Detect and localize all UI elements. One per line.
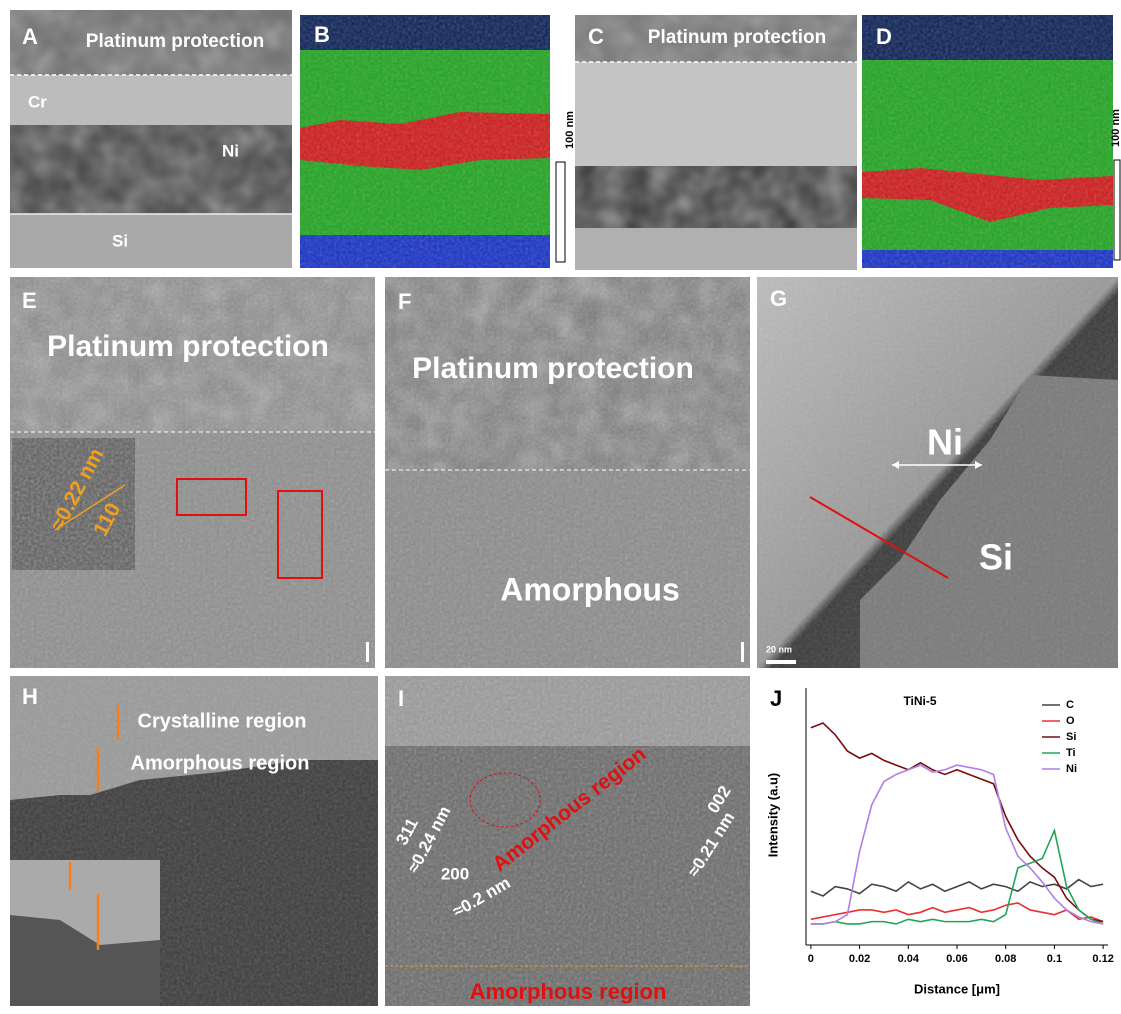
scale-label: 20 nm — [766, 644, 792, 654]
x-tick-label: 0.08 — [995, 953, 1016, 965]
y-axis-title: Intensity (a.u) — [765, 773, 780, 858]
scale-label: 100 nm — [1110, 109, 1121, 147]
panel-label: F — [398, 289, 411, 314]
x-tick-label: 0.02 — [849, 953, 870, 965]
layer-label: Si — [979, 537, 1013, 578]
x-tick-label: 0.12 — [1092, 953, 1113, 965]
chart-title: TiNi-5 — [903, 694, 936, 708]
layer-label: Platinum protection — [86, 31, 264, 52]
plane-label: 200 — [441, 864, 469, 883]
figure: A Platinum protection Cr Ni Si 100 nm B … — [0, 0, 1121, 1009]
legend-label: O — [1066, 715, 1075, 727]
panel-label: G — [770, 286, 787, 311]
x-axis-title: Distance [μm] — [914, 981, 1000, 996]
layer-label: Platinum protection — [648, 27, 826, 48]
panel-label: C — [588, 24, 604, 49]
layer-label: Ni — [927, 422, 963, 463]
panel-f: F Platinum protection Amorphous — [385, 277, 750, 668]
x-tick-label: 0.04 — [898, 953, 920, 965]
panel-i: I 311 ≈0.24 nm 200 ≈0.2 nm Amorphous reg… — [385, 676, 750, 1006]
panel-label: D — [876, 24, 892, 49]
legend-label: C — [1066, 699, 1074, 711]
layer-label: Ni — [222, 141, 239, 160]
layer-label: Platinum protection — [47, 330, 329, 363]
panel-h: H Crystalline region Amorphous region — [10, 676, 378, 1006]
line-chart: J TiNi-5 Distance [μm] Intensity (a.u) 0… — [765, 686, 1113, 997]
series-line — [811, 765, 1103, 924]
panel-label: B — [314, 22, 330, 47]
x-tick-label: 0.06 — [946, 953, 967, 965]
legend-label: Ni — [1066, 763, 1077, 775]
layer-label: Platinum protection — [412, 352, 694, 385]
region-label: Amorphous region — [131, 752, 310, 774]
panel-a: A Platinum protection Cr Ni Si — [10, 10, 292, 268]
x-tick-label: 0.1 — [1047, 953, 1062, 965]
scale-label: 100 nm — [564, 111, 576, 149]
panel-label: I — [398, 686, 404, 711]
panel-label: E — [22, 288, 37, 313]
panel-d: 100 nm D — [862, 15, 1121, 268]
panel-label: J — [770, 686, 782, 711]
panel-c: C Platinum protection — [575, 15, 857, 270]
region-label: Amorphous — [500, 571, 680, 607]
region-label: Crystalline region — [138, 710, 307, 732]
layer-label: Cr — [28, 92, 47, 111]
series-line — [811, 903, 1103, 922]
legend-label: Ti — [1066, 747, 1076, 759]
panel-b: 100 nm B — [300, 15, 576, 268]
panel-g: 20 nm G Ni Si — [757, 277, 1118, 668]
legend-label: Si — [1066, 731, 1076, 743]
layer-label: Si — [112, 231, 128, 250]
x-tick-label: 0 — [808, 953, 814, 965]
panel-e: ≈0.22 nm 110 E Platinum protection — [10, 277, 375, 668]
series-line — [811, 880, 1103, 896]
region-label: Amorphous region — [470, 979, 667, 1004]
panel-label: A — [22, 24, 38, 49]
panel-label: H — [22, 684, 38, 709]
